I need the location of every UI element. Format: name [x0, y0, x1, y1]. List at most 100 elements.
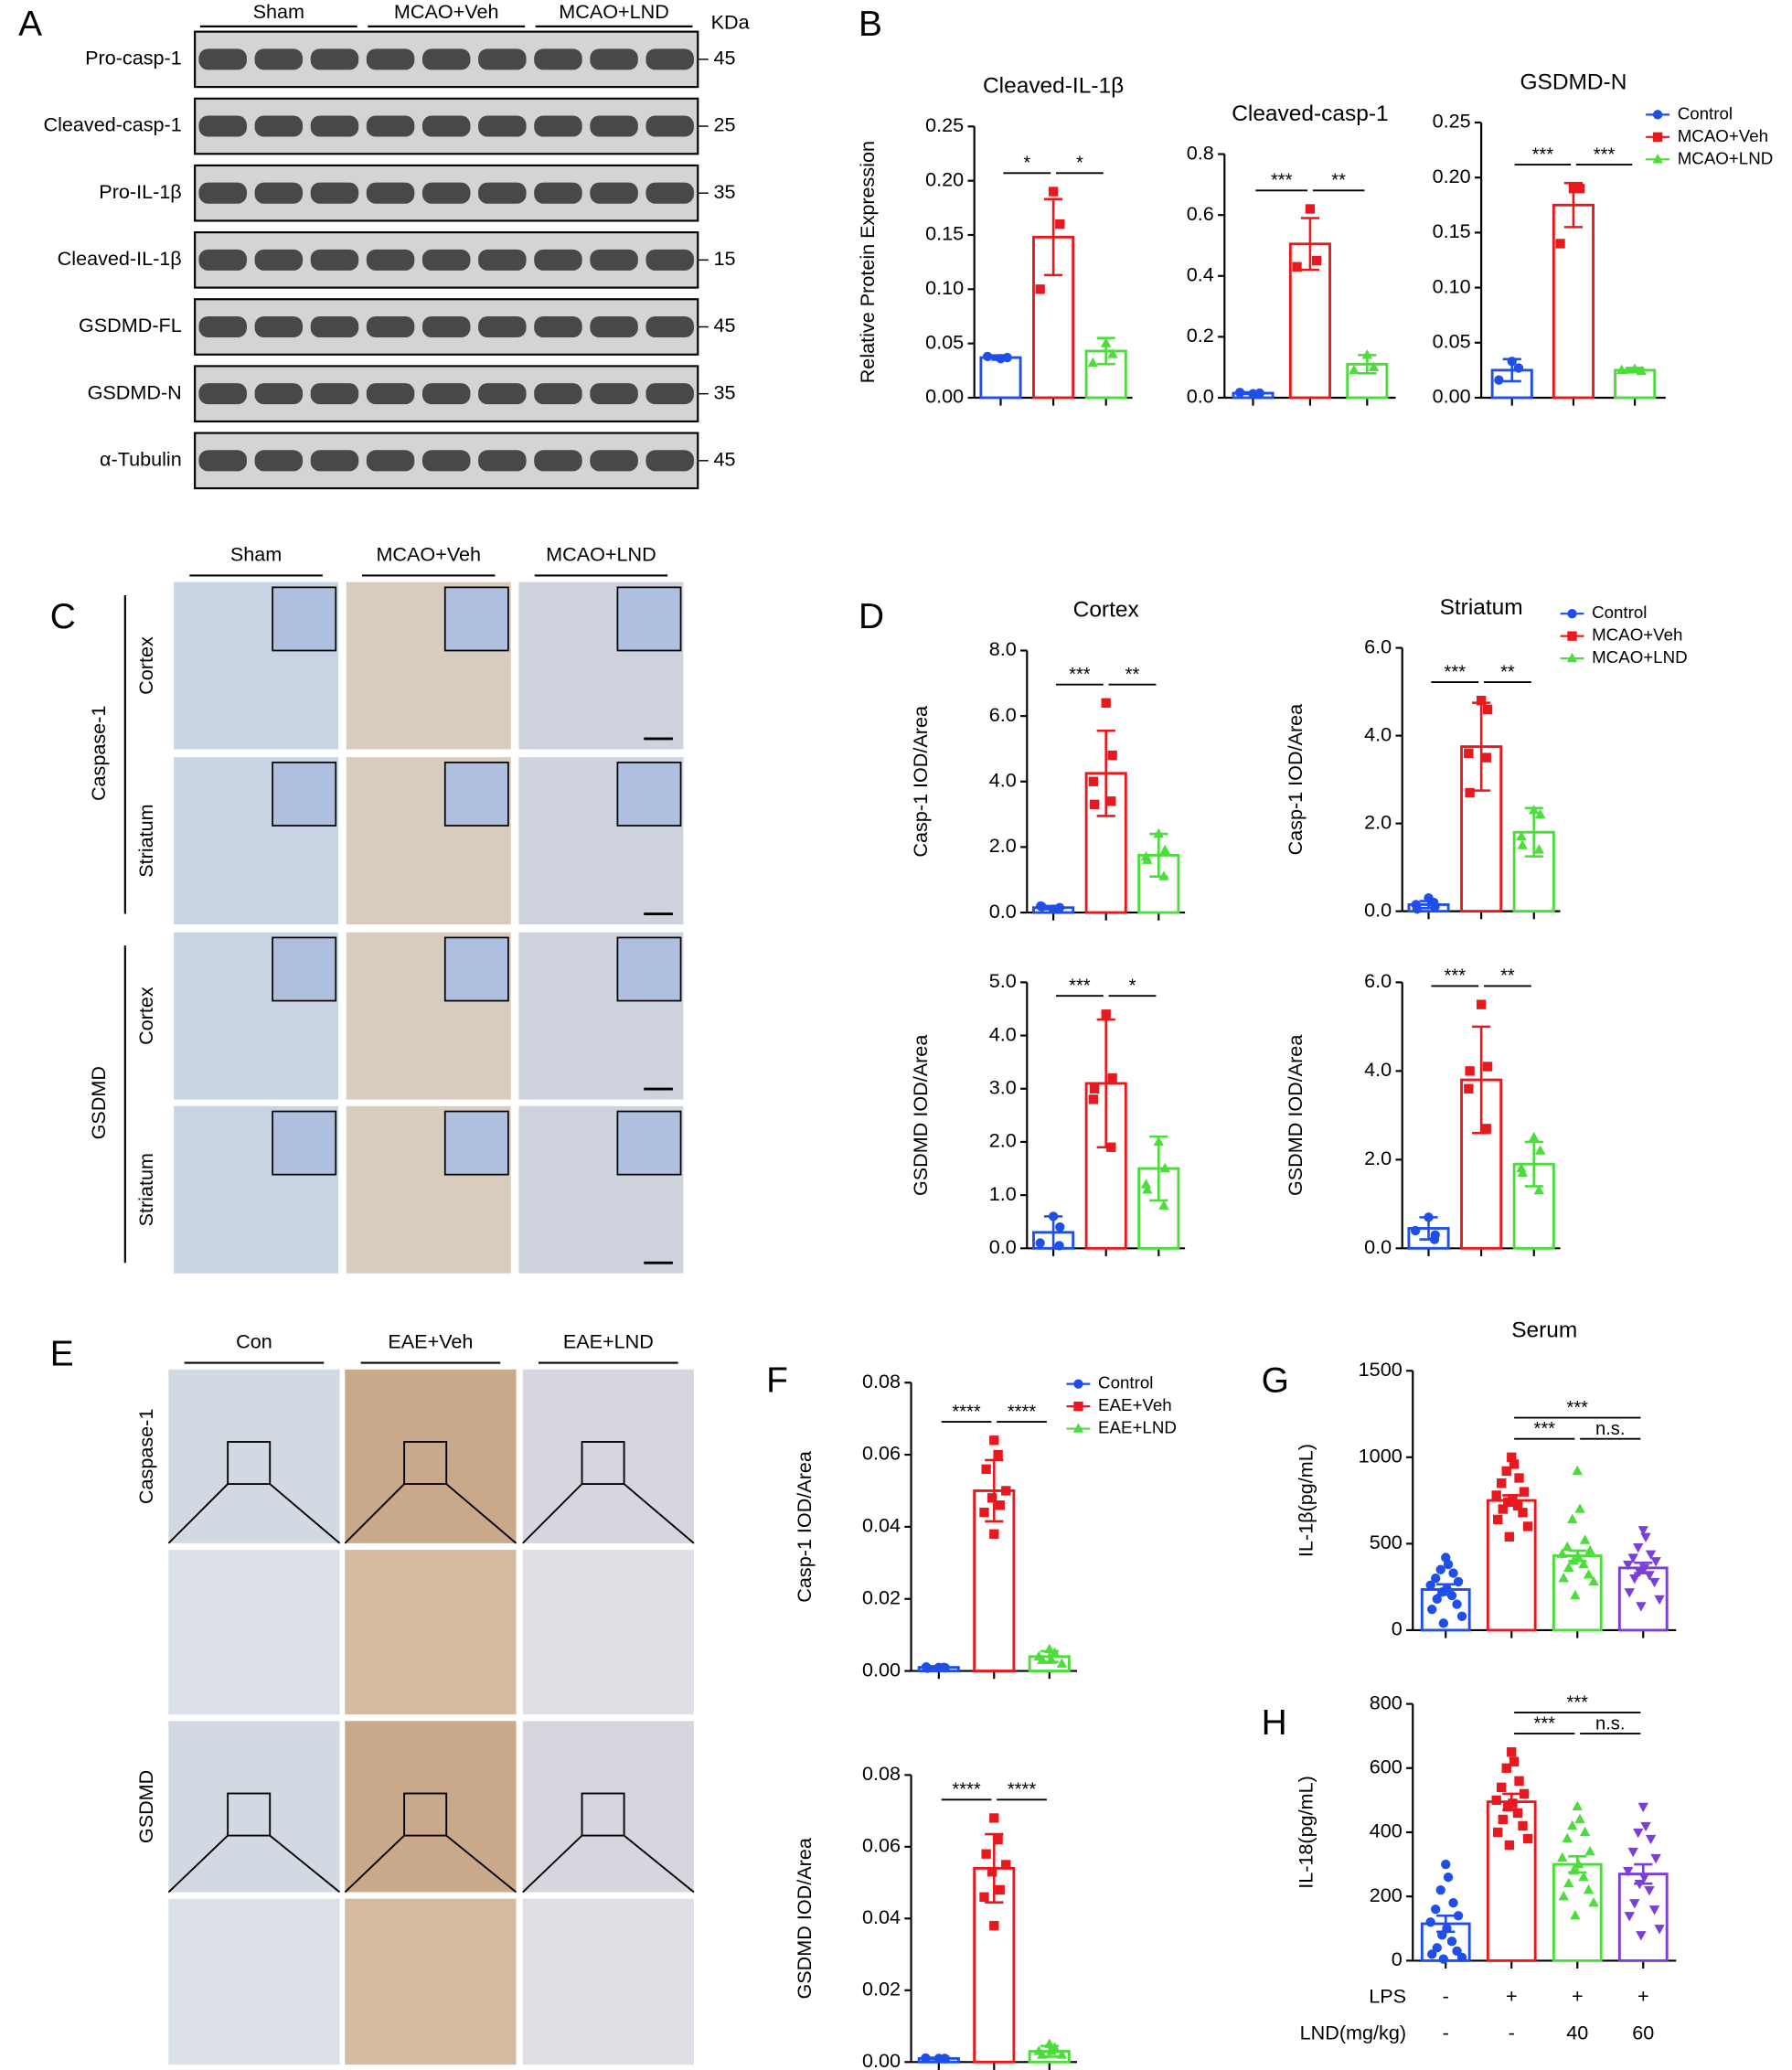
y-tick-label: 0.00 [862, 1658, 901, 1681]
panel-label: F [766, 1360, 788, 1400]
blot-band [645, 249, 694, 271]
data-point [1412, 904, 1423, 914]
zoom-box [227, 1792, 272, 1837]
y-tick-label: 0.10 [925, 276, 964, 299]
x-table-cell: + [1506, 1984, 1518, 2007]
data-point [1507, 1452, 1517, 1462]
data-point [1633, 1543, 1644, 1553]
blot-band [198, 249, 247, 271]
micrograph-zoom [345, 1898, 517, 2065]
blot-band [534, 182, 582, 204]
data-point [1054, 1241, 1064, 1251]
y-tick-label: 0.06 [862, 1442, 901, 1465]
kda-label: 35 [714, 380, 736, 403]
data-point [1522, 1521, 1533, 1531]
blot-band [645, 315, 694, 338]
legend-marker [1073, 1401, 1083, 1412]
significance-label: *** [1533, 1419, 1555, 1439]
data-point [1432, 1594, 1442, 1605]
data-point [1425, 1580, 1435, 1590]
data-point [1558, 1572, 1569, 1583]
blot-band [310, 182, 359, 204]
significance-label: n.s. [1595, 1713, 1626, 1734]
blot-band [198, 115, 247, 137]
x-table-cell: - [1509, 2022, 1515, 2044]
y-tick-label: 0.00 [862, 2049, 901, 2070]
micrograph-zoom [168, 1898, 340, 2065]
data-point [1441, 1859, 1451, 1870]
data-point [1578, 1871, 1589, 1882]
blot-band [254, 182, 304, 204]
data-point [1142, 1184, 1153, 1194]
y-axis-label: Relative Protein Expression [856, 141, 879, 383]
data-point [1464, 748, 1474, 758]
zoom-line [624, 1483, 695, 1544]
data-point [1437, 1587, 1447, 1597]
legend-label: MCAO+LND [1678, 148, 1774, 167]
data-point [1087, 357, 1099, 368]
kda-label: 25 [714, 113, 736, 136]
region-label: Cortex [134, 987, 157, 1045]
y-tick-label: 0.0 [1364, 1235, 1392, 1258]
blot-band [590, 383, 638, 405]
data-point [1572, 1800, 1583, 1811]
data-point [979, 1507, 989, 1518]
data-point [1562, 1541, 1573, 1552]
data-point [1640, 1532, 1651, 1543]
column-header: MCAO+LND [546, 543, 656, 566]
y-tick-label: 0 [1392, 1947, 1403, 1970]
legend-label: MCAO+LND [1592, 647, 1688, 667]
y-tick-label: 6.0 [1364, 635, 1392, 657]
y-axis-label: Casp-1 IOD/Area [909, 705, 932, 858]
chart-title: GSDMD-N [1520, 69, 1627, 94]
legend-marker [1566, 652, 1578, 663]
data-point [1481, 1124, 1491, 1134]
data-point [1448, 1898, 1458, 1908]
data-point [1638, 1563, 1650, 1574]
blot-band [645, 450, 694, 472]
data-point [1002, 352, 1012, 363]
data-point [1648, 1905, 1660, 1915]
legend-marker [1652, 154, 1663, 164]
chart-title: Cleaved-IL-1β [983, 74, 1124, 99]
data-point [1497, 1478, 1507, 1488]
data-point [1518, 1820, 1528, 1831]
data-point [1476, 696, 1487, 706]
y-tick-label: 0.04 [862, 1905, 901, 1928]
data-point [1456, 1952, 1467, 1963]
y-tick-label: 0 [1392, 1617, 1403, 1640]
bar [1614, 368, 1657, 400]
zoom-box [581, 1441, 625, 1486]
data-point [1622, 1866, 1634, 1877]
micrograph-zoom [522, 1898, 694, 2065]
micrograph [168, 1721, 340, 1893]
data-point [1556, 1851, 1568, 1862]
data-point [1088, 1094, 1099, 1104]
data-point [1044, 1643, 1055, 1654]
data-point [1518, 1508, 1528, 1518]
blot-band [478, 48, 527, 70]
x-table-cell: - [1443, 2022, 1449, 2044]
blot-band [421, 315, 471, 338]
data-point [1650, 1557, 1661, 1567]
inset [616, 762, 682, 827]
column-header: MCAO+Veh [376, 543, 481, 566]
legend-label: Control [1098, 1373, 1153, 1392]
error-bar [1524, 1140, 1543, 1188]
data-point [1624, 1588, 1635, 1598]
data-point [1432, 1943, 1442, 1953]
chart-title: Cleaved-casp-1 [1232, 101, 1388, 126]
kda-label: 45 [714, 314, 736, 336]
data-point [1514, 1473, 1524, 1483]
blot-band [478, 249, 527, 271]
y-tick-label: 200 [1370, 1883, 1403, 1906]
data-point [1089, 799, 1100, 810]
x-table-cell: 60 [1632, 2022, 1654, 2044]
data-point [1503, 1497, 1513, 1508]
zoom-line [624, 1834, 695, 1894]
inset [272, 586, 337, 652]
blot-band [254, 249, 304, 271]
significance-label: * [1076, 154, 1083, 174]
data-point [1101, 1009, 1111, 1019]
micrograph [522, 1721, 694, 1893]
